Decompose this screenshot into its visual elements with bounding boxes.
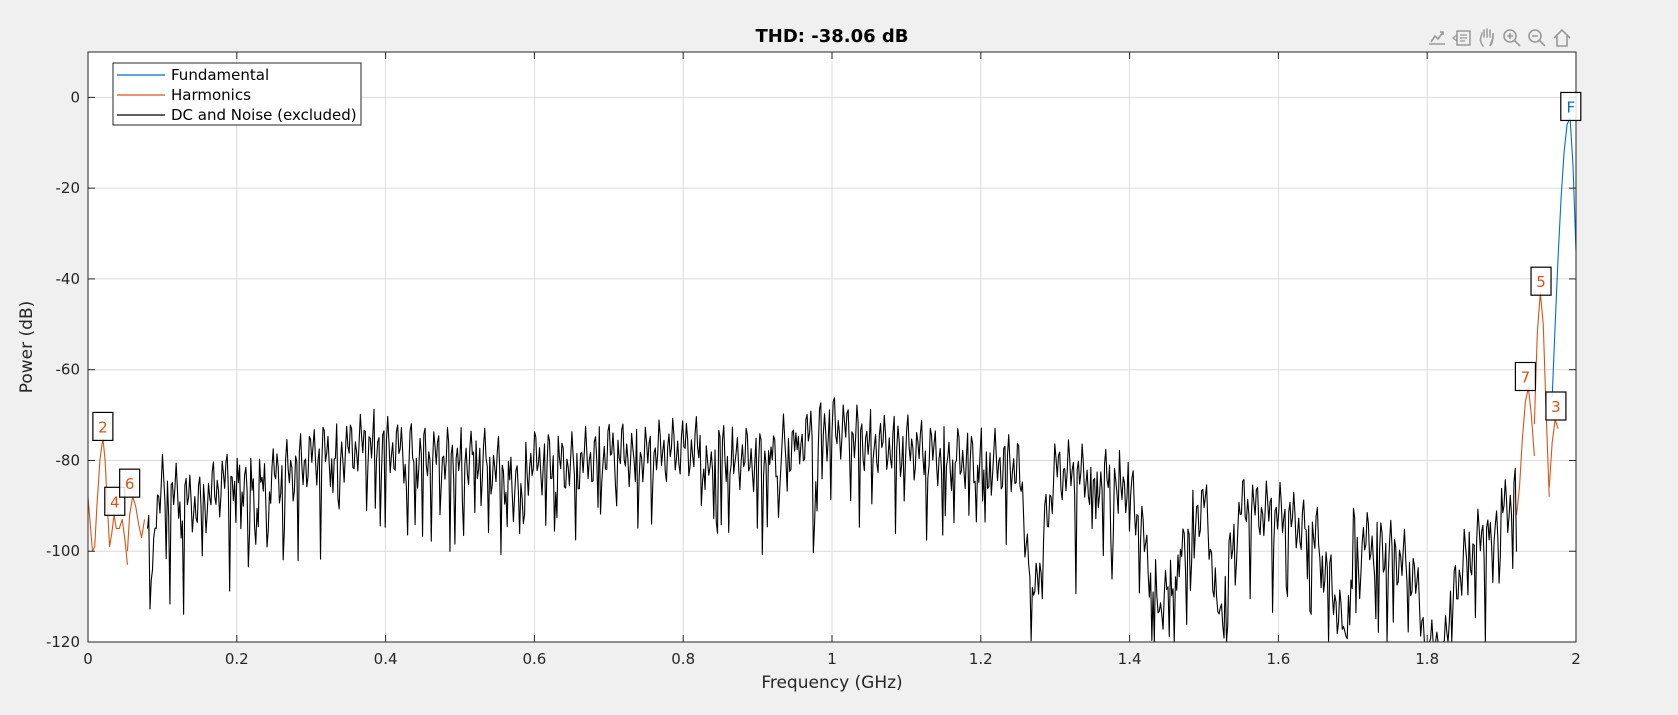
- annotation-label: 2: [98, 418, 108, 436]
- legend: Fundamental Harmonics DC and Noise (excl…: [112, 62, 362, 126]
- pan-icon[interactable]: [1476, 26, 1498, 50]
- x-tick-label: 1.6: [1266, 650, 1290, 668]
- data-tips-icon[interactable]: [1451, 26, 1473, 50]
- series-line-2-0: [146, 397, 1518, 643]
- home-icon[interactable]: [1551, 26, 1573, 50]
- annotation-label: 3: [1551, 398, 1561, 416]
- zoom-out-icon[interactable]: [1526, 26, 1548, 50]
- x-tick-label: 0.4: [374, 650, 398, 668]
- annotation-2: 2: [92, 411, 114, 442]
- x-tick-label: 1: [827, 650, 837, 668]
- axis-ticks: 0 0.2 0.4 0.6 0.8 1 1.2 1.4 1.6 1.8 2 -120 -100 -80 -6…: [46, 52, 1581, 668]
- annotation-label: 6: [125, 475, 135, 493]
- series-line-1-5: [1548, 419, 1559, 488]
- annotation-3: 3: [1545, 391, 1567, 421]
- annotation-5: 5: [1530, 266, 1552, 296]
- annotation-6: 6: [119, 468, 141, 498]
- series-line-1-0: [87, 437, 115, 552]
- series-line-1-3: [1515, 387, 1535, 515]
- export-icon[interactable]: [1426, 26, 1448, 50]
- y-tick-label: -20: [56, 179, 81, 197]
- legend-label-fundamental: Fundamental: [171, 66, 269, 84]
- x-tick-label: 1.8: [1415, 650, 1439, 668]
- legend-label-noise: DC and Noise (excluded): [171, 106, 357, 124]
- annotation-box: [1530, 266, 1552, 296]
- y-tick-label: -60: [56, 361, 81, 379]
- series-layer: [87, 117, 1577, 643]
- x-tick-label: 1.2: [969, 650, 993, 668]
- x-tick-label: 0: [83, 650, 93, 668]
- x-tick-label: 0.6: [522, 650, 546, 668]
- series-line-1-1: [113, 514, 128, 565]
- x-tick-label: 0.2: [225, 650, 249, 668]
- annotation-box: [1545, 391, 1567, 421]
- annotation-box: [119, 468, 141, 498]
- annotation-box: [92, 411, 114, 442]
- annotation-7: 7: [1514, 361, 1537, 392]
- y-tick-label: -40: [56, 270, 81, 288]
- zoom-in-icon[interactable]: [1501, 26, 1523, 50]
- x-axis-label: Frequency (GHz): [761, 673, 902, 693]
- annotation-box: [1560, 91, 1582, 122]
- series-line-1-2: [126, 496, 146, 552]
- y-tick-label: -80: [56, 451, 81, 469]
- series-line-1-4: [1533, 291, 1550, 497]
- annotation-label: 7: [1521, 369, 1531, 387]
- annotation-box: [1514, 361, 1537, 392]
- annotation-F: F: [1560, 91, 1582, 122]
- y-tick-label: -120: [46, 633, 80, 651]
- chart-title: THD: -38.06 dB: [755, 26, 908, 47]
- legend-label-harmonics: Harmonics: [171, 86, 251, 104]
- y-tick-label: 0: [70, 88, 80, 106]
- harmonic-annotations: F 2 3 4 5 6 7: [92, 91, 1582, 516]
- annotation-label: 4: [110, 493, 120, 511]
- axes-toolbar: [1426, 26, 1573, 50]
- y-axis-label: Power (dB): [17, 301, 37, 394]
- annotation-label: F: [1566, 98, 1575, 116]
- annotation-label: 5: [1536, 273, 1546, 291]
- y-tick-label: -100: [46, 542, 80, 560]
- series-line-0-0: [1551, 117, 1577, 397]
- x-tick-label: 1.4: [1118, 650, 1142, 668]
- x-tick-label: 2: [1571, 650, 1581, 668]
- x-tick-label: 0.8: [671, 650, 695, 668]
